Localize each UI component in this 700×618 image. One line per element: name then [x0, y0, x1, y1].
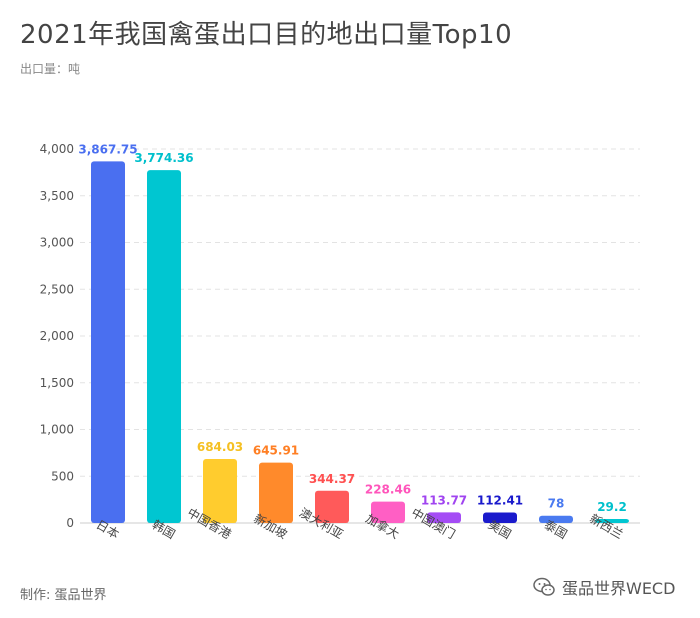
y-tick-label: 3,000 — [40, 236, 74, 250]
watermark: 蛋品世界WECD — [532, 572, 675, 602]
y-tick-label: 3,500 — [40, 189, 74, 203]
value-label-6: 228.46 — [365, 483, 411, 497]
watermark-text: 蛋品世界WECD — [562, 579, 676, 598]
chart-title: 2021年我国禽蛋出口目的地出口量Top10 — [20, 20, 513, 50]
value-label-5: 344.37 — [309, 472, 355, 486]
y-tick-label: 2,000 — [40, 329, 74, 343]
wechat-icon — [533, 577, 555, 596]
bar-10 — [595, 519, 629, 523]
bar-7 — [427, 512, 461, 523]
value-label-8: 112.41 — [477, 493, 523, 507]
bar-2 — [147, 170, 181, 523]
value-label-3: 684.03 — [197, 440, 243, 454]
category-label-10: 新西兰 — [587, 511, 626, 542]
credit-text: 制作: 蛋品世界 — [20, 588, 107, 603]
y-tick-label: 500 — [51, 469, 74, 483]
y-tick-label: 1,500 — [40, 376, 74, 390]
y-tick-label: 0 — [66, 516, 74, 530]
value-label-2: 3,774.36 — [134, 151, 193, 165]
value-label-9: 78 — [548, 497, 565, 511]
y-tick-label: 4,000 — [40, 142, 74, 156]
bar-1 — [91, 161, 125, 524]
bar-8 — [483, 512, 517, 523]
bar-4 — [259, 462, 293, 523]
bar-9 — [539, 515, 573, 523]
value-label-1: 3,867.75 — [78, 142, 137, 156]
value-label-4: 645.91 — [253, 444, 299, 458]
bar-3 — [203, 459, 237, 523]
value-label-10: 29.2 — [597, 500, 627, 514]
value-label-7: 113.77 — [421, 493, 467, 507]
bar-5 — [315, 490, 349, 523]
y-tick-label: 1,000 — [40, 423, 74, 437]
unit-label: 出口量：吨 — [20, 62, 81, 76]
bar-6 — [371, 501, 405, 523]
y-tick-label: 2,500 — [40, 282, 74, 296]
